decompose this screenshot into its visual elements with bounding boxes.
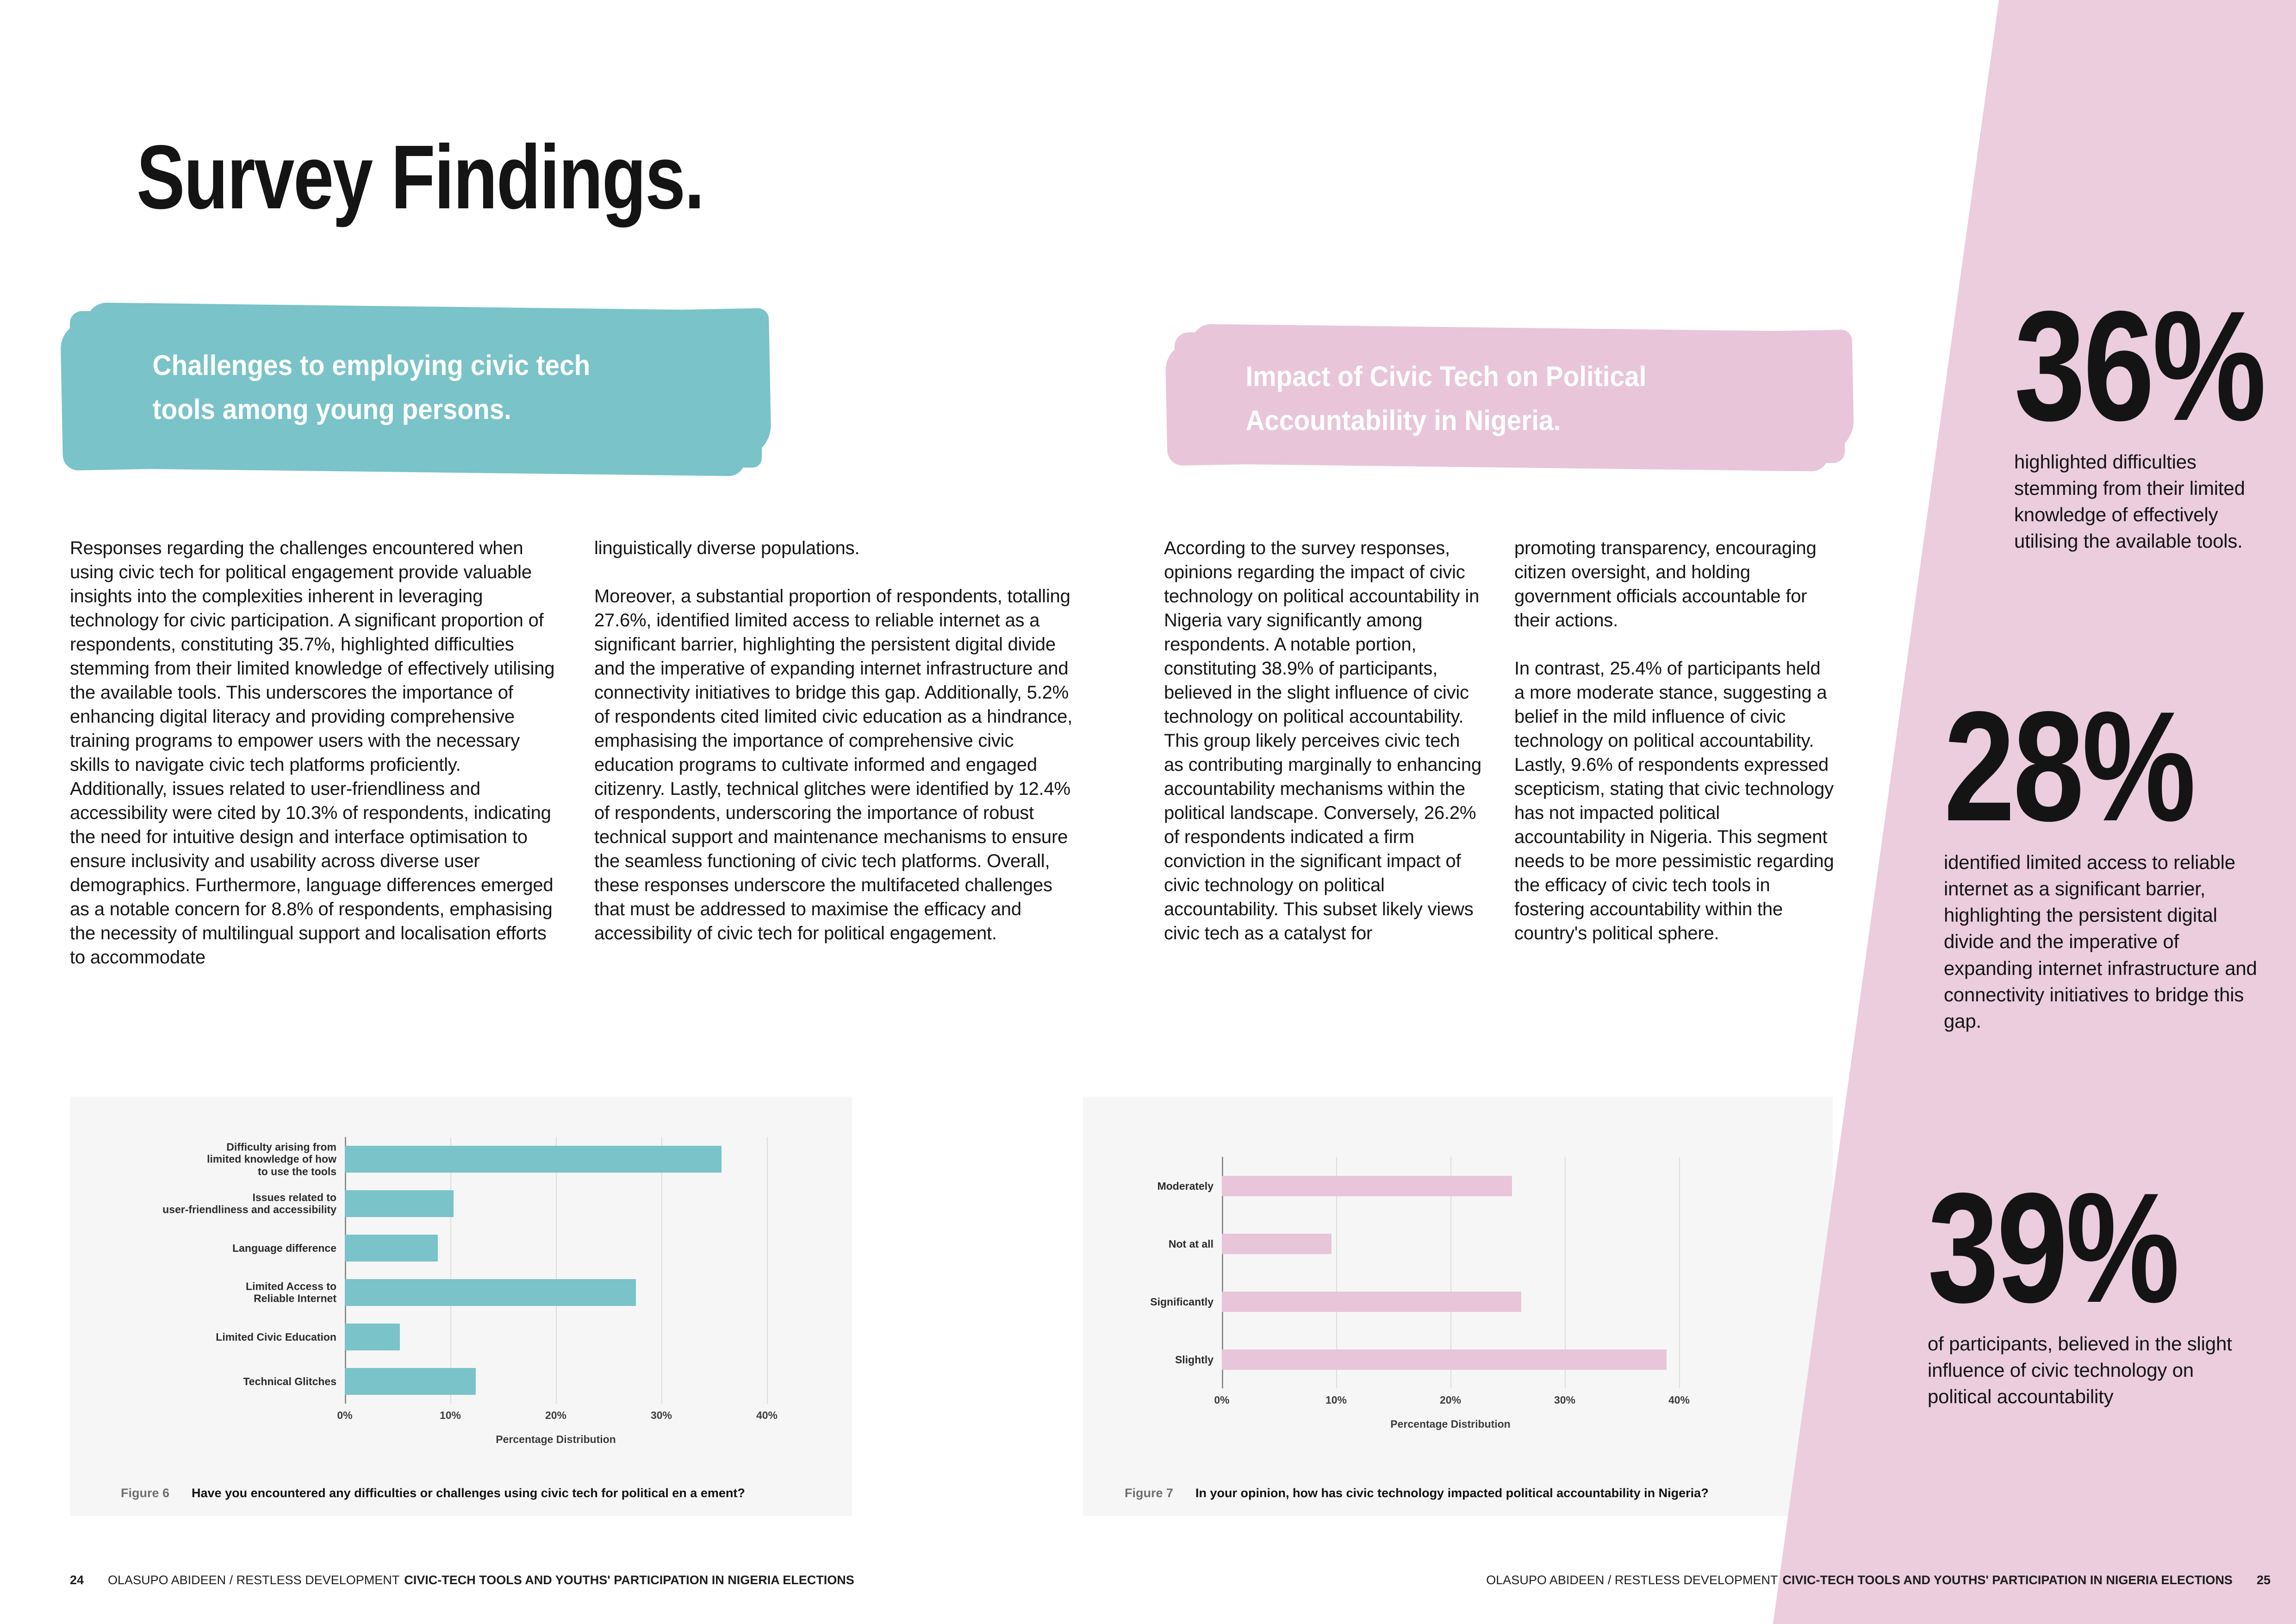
bar-chart-accountability: Moderately Not at all Significantly Slightl… [1083,1097,1833,1516]
gridline [1450,1157,1451,1388]
stat-description: identified limited access to reliable in… [1944,851,2257,1032]
category-label: Language difference [232,1242,336,1254]
chart-x-axis-label: Percentage Distribution [496,1433,616,1445]
figure-question: In your opinion, how has civic technolog… [1195,1486,1709,1500]
chart-row: Language difference [232,1226,767,1270]
stat-value: 28% [1944,679,2196,854]
x-tick-label: 0% [1214,1394,1230,1406]
figure-caption: Figure 6 Have you encountered any difficu… [121,1486,745,1500]
chart-row: Issues related to user-friendliness and … [162,1181,767,1226]
footer-right: OLASUPO ABIDEEN / RESTLESS DEVELOPMENT CI… [1486,1573,2271,1587]
chart-x-axis-label: Percentage Distribution [1390,1418,1511,1430]
section-heading-impact: Impact of Civic Tech on Political Accoun… [1175,332,1845,463]
gridline [1565,1157,1566,1388]
category-label: Limited Civic Education [216,1330,336,1343]
bar [345,1235,438,1262]
figure-caption: Figure 7 In your opinion, how has civic t… [1125,1486,1709,1500]
bar [345,1279,636,1306]
stat-block-36: 36% highlighted difficulties stemming fr… [2014,278,2276,555]
chart-plot-area: Moderately Not at all Significantly Slightl… [1150,1157,1680,1388]
chart-row: Slightly [1175,1330,1679,1388]
chart-row: Moderately [1157,1157,1679,1215]
bar [345,1324,400,1350]
stat-description: highlighted difficulties stemming from t… [2014,451,2245,552]
category-label: Technical Glitches [243,1375,336,1387]
stat-block-28: 28% identified limited access to reliabl… [1944,679,2270,1034]
footer-left: 24 OLASUPO ABIDEEN / RESTLESS DEVELOPMENT… [70,1573,854,1587]
gridline [661,1137,662,1404]
bar-chart-challenges: Difficulty arising from limited knowledg… [70,1097,852,1516]
footer-doc-title: CIVIC-TECH TOOLS AND YOUTHS' PARTICIPATI… [1782,1573,2233,1587]
x-tick-label: 20% [1439,1394,1462,1406]
footer-authors: OLASUPO ABIDEEN / RESTLESS DEVELOPMENT [108,1573,400,1587]
chart-row: Limited Civic Education [216,1315,767,1359]
challenges-text-column-1: Responses regarding the challenges encou… [70,538,555,968]
bar [345,1368,476,1395]
category-label: Difficulty arising from limited knowledg… [207,1141,336,1178]
category-label: Not at all [1168,1237,1213,1250]
x-tick-label: 10% [439,1409,461,1421]
chart-row: Limited Access to Reliable Internet [246,1270,767,1315]
y-axis-line [1222,1157,1223,1388]
bar [1222,1175,1512,1196]
chart-row: Difficulty arising from limited knowledg… [207,1137,767,1181]
stat-value: 39% [1928,1160,2180,1335]
gridline [556,1137,557,1404]
section-heading-impact-text: Impact of Civic Tech on Political Accoun… [1245,361,1647,436]
x-tick-label: 10% [1325,1394,1347,1406]
category-label: Issues related to user-friendliness and … [162,1191,336,1216]
x-tick-label: 20% [545,1409,567,1421]
chart-row: Significantly [1150,1273,1679,1330]
y-axis-line [345,1137,346,1404]
chart-x-ticks: 0% 10% 20% 30% 40% [337,1409,778,1426]
bar [1222,1349,1667,1370]
footer-doc-title: CIVIC-TECH TOOLS AND YOUTHS' PARTICIPATI… [404,1573,854,1587]
stat-block-39: 39% of participants, believed in the sli… [1928,1160,2254,1410]
bar [345,1146,722,1173]
impact-text-column-2: promoting transparency, encouraging citi… [1514,538,1834,943]
bar [1222,1233,1332,1254]
chart-row: Technical Glitches [243,1359,767,1404]
section-heading-challenges-text: Challenges to employing civic tech tools… [152,350,591,425]
figure-question: Have you encountered any difficulties or… [192,1486,745,1500]
footer-authors: OLASUPO ABIDEEN / RESTLESS DEVELOPMENT [1486,1573,1778,1587]
page-number: 24 [70,1573,84,1587]
stat-value: 36% [2014,278,2266,453]
impact-text-column-1: According to the survey responses, opini… [1164,538,1481,943]
bar [1222,1291,1522,1312]
figure-number: Figure 7 [1125,1486,1174,1500]
x-tick-label: 40% [1668,1394,1690,1406]
page-title: Survey Findings. [137,126,704,228]
x-tick-label: 30% [650,1409,672,1421]
section-heading-challenges: Challenges to employing civic tech tools… [70,311,762,468]
gridline [450,1137,451,1404]
category-label: Limited Access to Reliable Internet [246,1280,336,1305]
gridline [1679,1157,1680,1388]
stat-description: of participants, believed in the slight … [1928,1333,2232,1408]
x-tick-label: 0% [337,1409,353,1421]
challenges-text-column-2: linguistically diverse populations. More… [594,538,1073,943]
page-number: 25 [2256,1573,2271,1587]
chart-x-ticks: 0% 10% 20% 30% 40% [1214,1394,1690,1411]
bar [345,1190,454,1217]
x-tick-label: 40% [756,1409,778,1421]
gridline [1336,1157,1337,1388]
category-label: Slightly [1175,1353,1213,1366]
chart-plot-area: Difficulty arising from limited knowledg… [162,1137,768,1404]
category-label: Moderately [1157,1180,1213,1192]
figure-number: Figure 6 [121,1486,170,1500]
chart-row: Not at all [1169,1215,1679,1273]
gridline [767,1137,768,1404]
category-label: Significantly [1150,1295,1213,1308]
x-tick-label: 30% [1554,1394,1576,1406]
